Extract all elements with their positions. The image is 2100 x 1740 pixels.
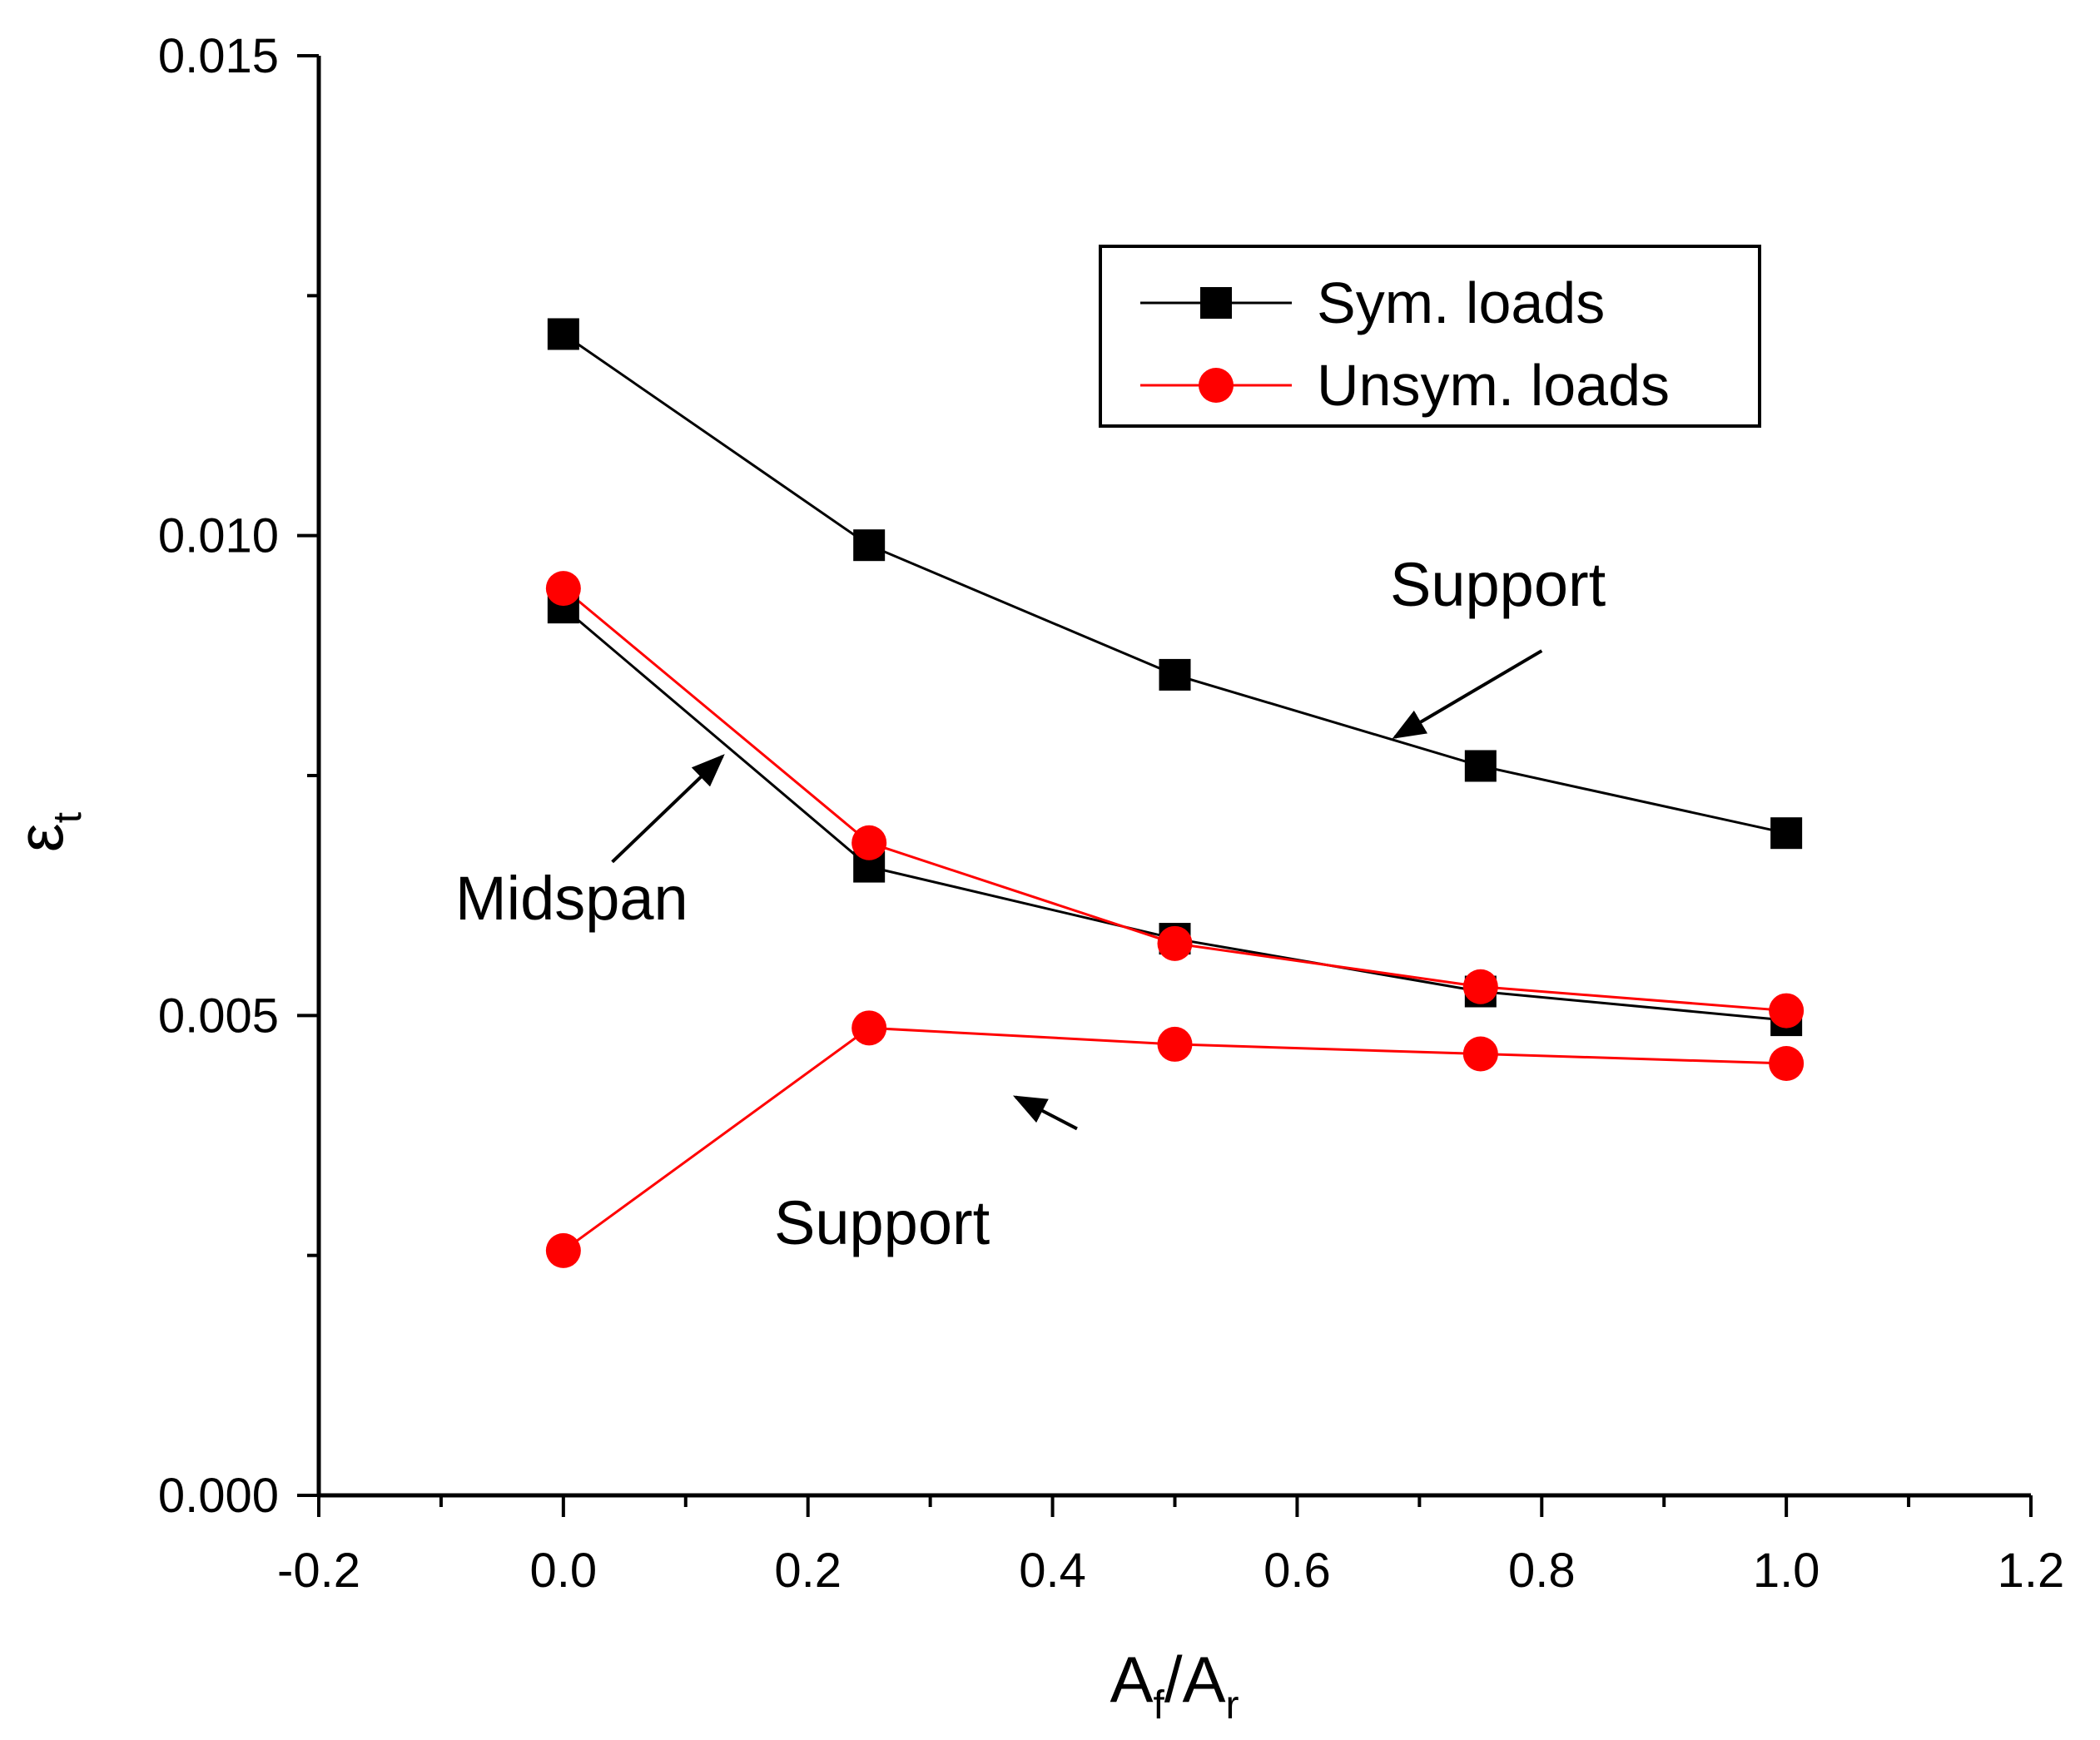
legend: Sym. loads Unsym. loads <box>1099 245 1761 428</box>
annotation-support-upper: Support <box>1390 550 1606 619</box>
annotation-arrow-midspan <box>611 754 725 864</box>
x-axis-title-main: A <box>1110 1643 1153 1716</box>
annotation-arrow-support-lower <box>1012 1095 1078 1131</box>
x-axis-title-sep: /A <box>1164 1643 1226 1716</box>
series-0-point-3 <box>1464 750 1497 782</box>
series-lines <box>562 333 1787 1252</box>
series-2-point-2 <box>1157 925 1193 961</box>
x-tick-label-3: 0.4 <box>1019 1544 1086 1598</box>
legend-label-unsym: Unsym. loads <box>1317 353 1670 418</box>
legend-marker-sym <box>1200 287 1232 319</box>
y-axis-title-sub: t <box>46 812 90 823</box>
y-tick-labels: 0.000 0.005 0.010 0.015 <box>158 29 279 1523</box>
annotation-support-lower: Support <box>774 1188 990 1257</box>
series-3-point-1 <box>851 1010 887 1046</box>
legend-marker-unsym <box>1199 368 1234 403</box>
series-2-point-3 <box>1462 969 1498 1004</box>
annotation-arrow-support-upper <box>1392 649 1543 739</box>
series-3-point-2 <box>1157 1026 1193 1062</box>
series-3-point-0 <box>545 1232 581 1268</box>
annotations: Support Midspan Support <box>455 550 1606 1257</box>
x-tick-label-5: 0.8 <box>1508 1544 1576 1598</box>
series-0-point-4 <box>1770 817 1803 850</box>
y-tick-label-2: 0.010 <box>158 509 279 563</box>
series-markers <box>545 318 1805 1268</box>
y-axis-title: εt <box>3 812 90 852</box>
annotation-midspan: Midspan <box>455 864 688 933</box>
x-tick-label-7: 1.2 <box>1998 1544 2065 1598</box>
x-axis-title-sub1: f <box>1154 1683 1165 1728</box>
x-tick-labels: -0.2 0.0 0.2 0.4 0.6 0.8 1.0 1.2 <box>277 1544 2064 1598</box>
y-tick-label-0: 0.000 <box>158 1469 279 1523</box>
x-tick-label-0: -0.2 <box>277 1544 360 1598</box>
series-2-point-4 <box>1769 993 1805 1029</box>
series-2-point-1 <box>851 825 887 860</box>
y-ticks <box>297 54 319 1497</box>
x-ticks <box>317 1495 2033 1517</box>
x-tick-label-2: 0.2 <box>774 1544 841 1598</box>
y-axis-title-main: ε <box>3 823 77 852</box>
legend-label-sym: Sym. loads <box>1317 270 1605 335</box>
x-tick-label-6: 1.0 <box>1753 1544 1820 1598</box>
series-3-point-4 <box>1769 1046 1805 1081</box>
x-tick-label-1: 0.0 <box>530 1544 598 1598</box>
x-axis-title-sub2: r <box>1226 1683 1239 1728</box>
x-tick-label-4: 0.6 <box>1263 1544 1331 1598</box>
series-2-point-0 <box>545 571 581 607</box>
series-0-point-2 <box>1159 658 1191 691</box>
y-tick-label-3: 0.015 <box>158 29 279 83</box>
series-0-point-0 <box>547 318 579 350</box>
series-0-point-1 <box>853 529 886 562</box>
x-axis-title: Af/Ar <box>1110 1643 1239 1728</box>
series-3-point-3 <box>1462 1036 1498 1072</box>
y-tick-label-1: 0.005 <box>158 989 279 1043</box>
